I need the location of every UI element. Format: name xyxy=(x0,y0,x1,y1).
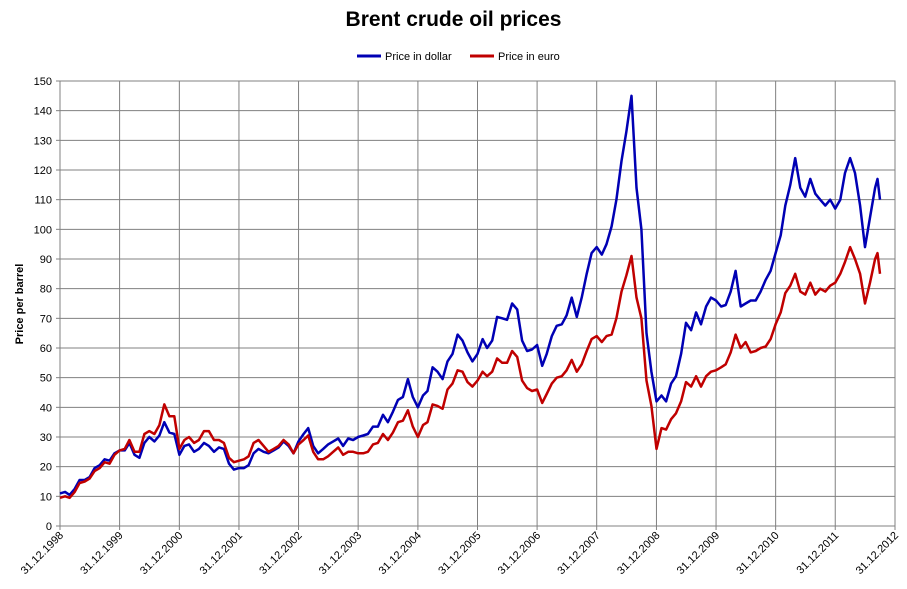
x-tick-label: 31.12.2007 xyxy=(555,530,602,577)
y-axis-label: Price per barrel xyxy=(14,264,26,345)
x-tick-label: 31.12.2008 xyxy=(615,530,662,577)
x-tick-label: 31.12.1999 xyxy=(78,530,125,577)
x-tick-label: 31.12.2000 xyxy=(138,530,185,577)
y-tick-label: 50 xyxy=(40,373,52,385)
x-tick-label: 31.12.2001 xyxy=(198,530,245,577)
x-tick-label: 31.12.2012 xyxy=(854,530,901,577)
x-tick-label: 31.12.2011 xyxy=(795,530,842,577)
y-tick-label: 60 xyxy=(40,343,52,355)
y-tick-label: 30 xyxy=(40,432,52,444)
y-tick-label: 0 xyxy=(46,521,52,533)
y-tick-label: 80 xyxy=(40,284,52,296)
y-tick-label: 130 xyxy=(34,135,52,147)
y-axis-ticks: 0 10 20 30 40 50 60 70 80 90 100 110 120 130 140 150 xyxy=(34,76,60,533)
x-tick-label: 31.12.2002 xyxy=(257,530,304,577)
y-tick-label: 140 xyxy=(34,106,52,118)
x-axis-ticks: 31.12.1998 31.12.1999 31.12.2000 31.12.2001… xyxy=(19,526,901,577)
x-tick-label: 31.12.1998 xyxy=(19,530,66,577)
x-tick-label: 31.12.2003 xyxy=(317,530,364,577)
y-tick-label: 70 xyxy=(40,313,52,325)
y-tick-label: 10 xyxy=(40,491,52,503)
x-tick-label: 31.12.2005 xyxy=(436,530,483,577)
y-tick-label: 120 xyxy=(34,165,52,177)
y-tick-label: 100 xyxy=(34,224,52,236)
series-line-dollar xyxy=(59,94,882,497)
x-tick-label: 31.12.2004 xyxy=(377,530,424,577)
legend-label: Price in dollar xyxy=(385,51,452,63)
series-lines xyxy=(59,94,882,500)
x-tick-label: 31.12.2010 xyxy=(734,530,781,577)
grid xyxy=(59,80,896,527)
y-tick-label: 150 xyxy=(34,76,52,88)
x-tick-label: 31.12.2006 xyxy=(496,530,543,577)
legend: Price in dollar Price in euro xyxy=(357,51,560,63)
y-tick-label: 90 xyxy=(40,254,52,266)
x-tick-label: 31.12.2009 xyxy=(675,530,722,577)
y-tick-label: 110 xyxy=(34,195,52,207)
series-line-euro xyxy=(59,245,882,500)
y-tick-label: 40 xyxy=(40,402,52,414)
chart-title: Brent crude oil prices xyxy=(345,8,562,31)
legend-label: Price in euro xyxy=(498,51,560,63)
y-tick-label: 20 xyxy=(40,462,52,474)
